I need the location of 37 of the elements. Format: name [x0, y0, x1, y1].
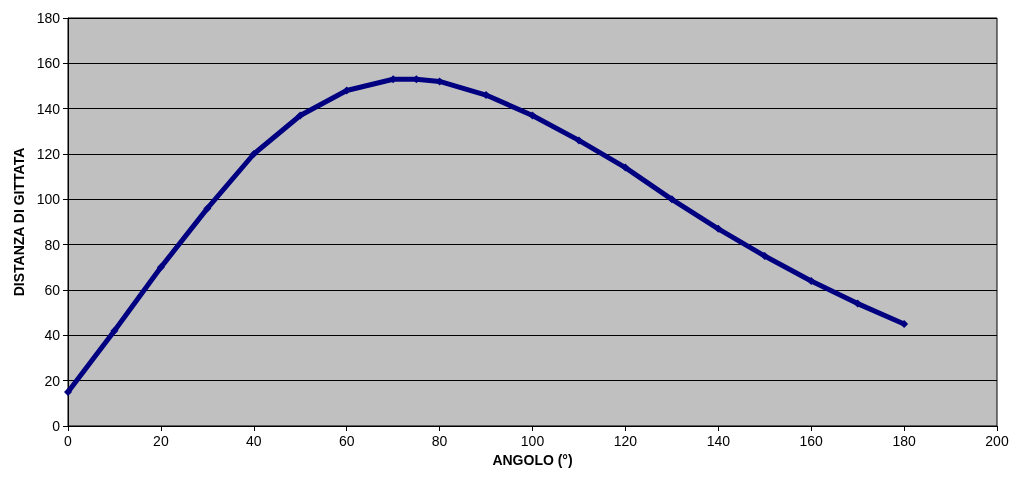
y-tick-label: 20: [44, 372, 61, 389]
x-axis-title: ANGOLO (°): [492, 451, 573, 468]
x-tick-label: 200: [985, 433, 1009, 449]
x-tick-label: 40: [246, 433, 262, 449]
x-tick-label: 0: [64, 433, 73, 449]
point: [621, 163, 630, 172]
x-tick-label: 100: [520, 433, 545, 449]
y-axis-title: DISTANZA DI GITTATA: [10, 147, 27, 297]
x-tick-label: 60: [338, 433, 355, 449]
x-tick-label: 120: [613, 433, 638, 449]
y-tick-label: 40: [44, 327, 61, 344]
y-tick-label: 0: [52, 418, 61, 434]
y-tick-label: 160: [36, 55, 61, 72]
point: [203, 204, 212, 213]
y-tick-label: 80: [44, 236, 61, 253]
point: [156, 263, 165, 272]
point: [110, 326, 119, 335]
point: [296, 111, 305, 120]
point: [249, 150, 258, 158]
y-tick-label: 60: [44, 282, 61, 298]
point: [528, 111, 537, 120]
y-tick-label: 180: [36, 10, 61, 26]
point: [853, 299, 862, 308]
point: [574, 136, 583, 145]
point: [760, 252, 769, 260]
x-tick-label: 80: [431, 433, 448, 449]
x-tick-label: 20: [153, 433, 169, 449]
point: [900, 320, 909, 328]
y-tick-label: 120: [36, 146, 61, 162]
point: [714, 224, 723, 233]
x-tick-label: 180: [892, 433, 916, 449]
y-tick-label: 100: [36, 191, 61, 208]
x-tick-label: 140: [706, 433, 731, 449]
y-tick-label: 140: [36, 100, 61, 117]
point: [64, 388, 72, 396]
point: [667, 195, 676, 204]
x-tick-label: 160: [799, 433, 824, 449]
